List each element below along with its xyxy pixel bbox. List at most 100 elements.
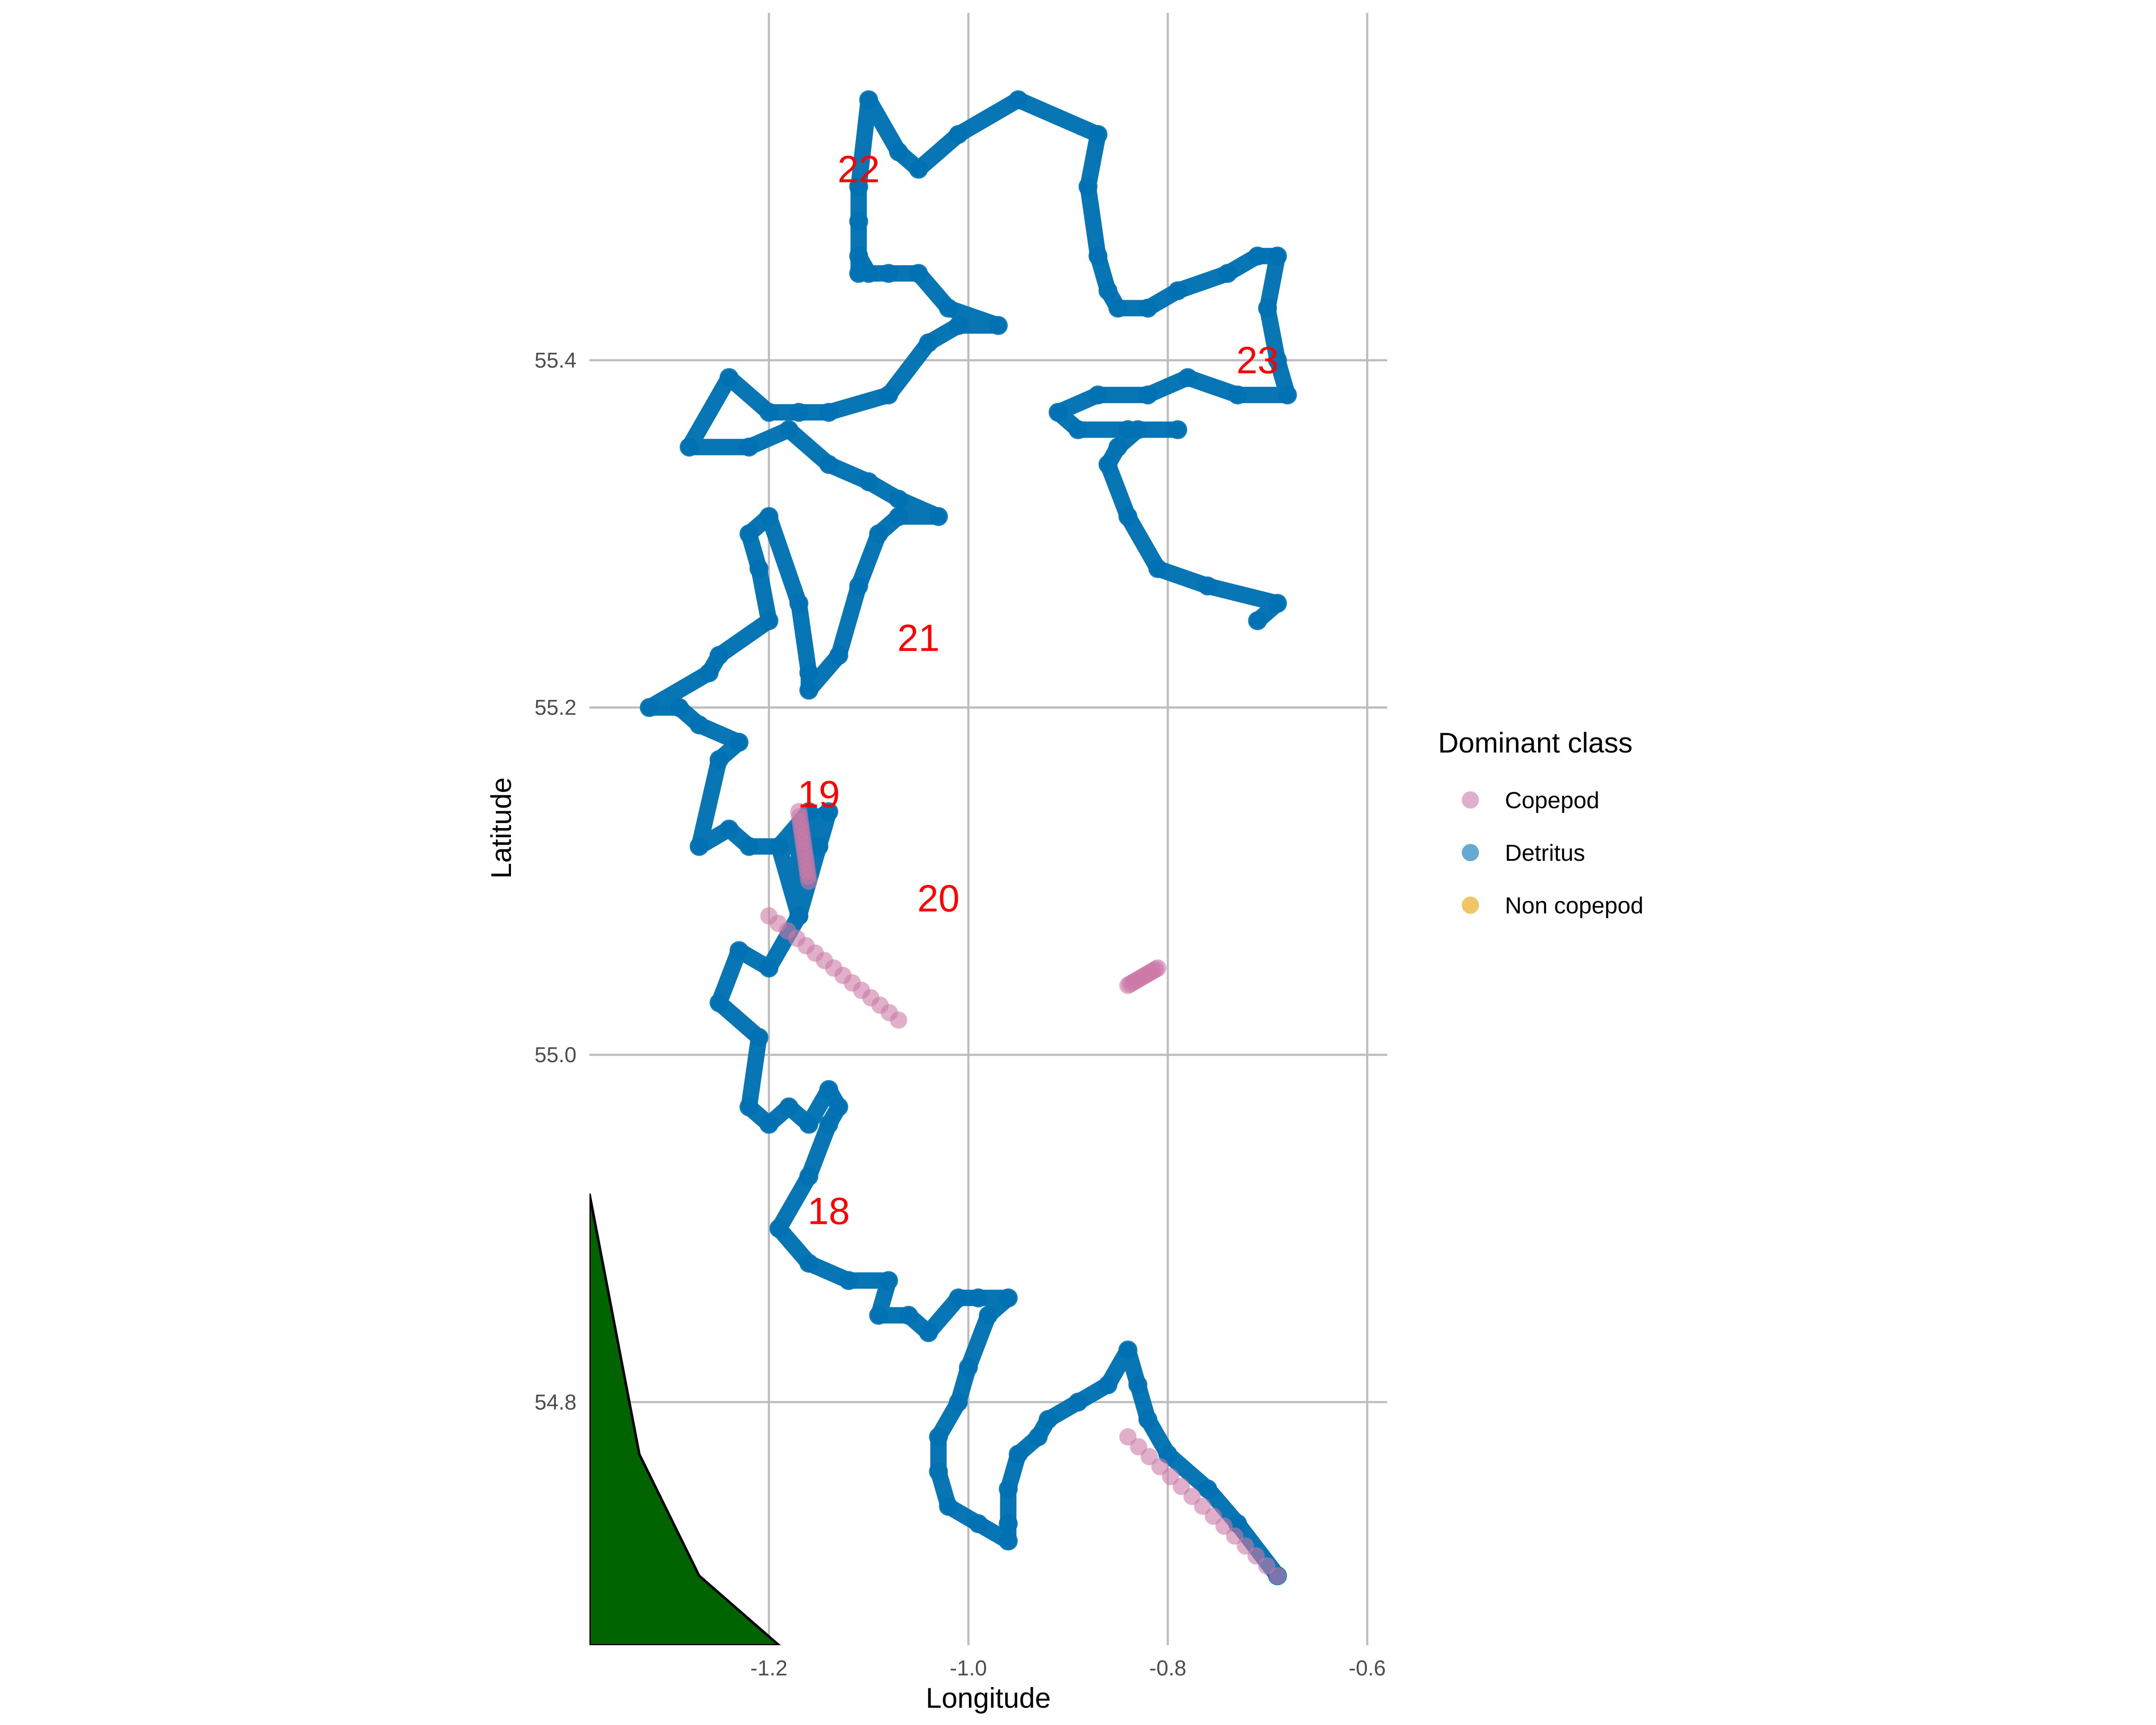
track-point-22	[999, 1288, 1018, 1308]
track-point-80	[719, 368, 739, 387]
track-point-93	[849, 263, 868, 283]
track-point-9	[1038, 1410, 1058, 1429]
track-point-7	[1098, 1375, 1118, 1395]
track-point-79	[680, 437, 699, 457]
track-point-68	[799, 681, 818, 700]
track-point-6	[1118, 1340, 1138, 1360]
track-point-32	[799, 1167, 818, 1186]
track-point-99	[949, 125, 968, 144]
track-point-116	[1138, 385, 1157, 405]
y-tick-label: 55.2	[535, 696, 577, 720]
track-point-118	[1048, 403, 1068, 422]
day-label-21: 21	[897, 617, 940, 659]
track-point-35	[819, 1080, 838, 1099]
track-point-14	[999, 1531, 1018, 1551]
track-point-112	[1268, 351, 1287, 370]
track-point-108	[1218, 263, 1237, 283]
track-point-18	[929, 1427, 948, 1446]
legend-entries: Copepod Detritus Non copepod	[1462, 787, 1643, 919]
track-point-29	[839, 1271, 859, 1290]
track-point-74	[889, 489, 908, 509]
track-point-56	[729, 733, 749, 752]
track-point-89	[909, 263, 928, 283]
track-point-21	[979, 1305, 998, 1325]
track-point-109	[1248, 246, 1267, 266]
legend-title: Dominant class	[1438, 727, 1633, 759]
track-point-97	[889, 142, 908, 162]
track-point-78	[740, 437, 758, 457]
cruise-track	[639, 90, 1297, 1585]
track-point-10	[1028, 1427, 1048, 1446]
copepod-point-3-14	[800, 872, 818, 890]
track-point-124	[1098, 455, 1118, 474]
track-point-24	[949, 1288, 968, 1308]
track-point-37	[779, 1097, 799, 1117]
track-point-72	[889, 507, 908, 526]
track-point-90	[879, 263, 898, 283]
track-point-88	[939, 298, 958, 318]
grid-lines	[589, 13, 1387, 1645]
track-point-5	[1128, 1375, 1147, 1395]
track-point-117	[1088, 385, 1108, 405]
track-point-25	[919, 1323, 938, 1342]
track-point-83	[819, 403, 838, 422]
y-axis-title: Latitude	[485, 778, 517, 879]
track-point-123	[1108, 437, 1128, 457]
legend-label: Non copepod	[1505, 893, 1643, 919]
track-point-40	[749, 1028, 769, 1047]
legend: Dominant class Copepod Detritus Non copepo…	[1438, 727, 1643, 919]
track-point-8	[1069, 1393, 1088, 1412]
y-tick-label: 54.8	[535, 1390, 577, 1414]
track-point-48	[789, 906, 808, 925]
x-axis-title: Longitude	[926, 1682, 1051, 1714]
legend-key-0	[1462, 791, 1479, 809]
track-point-87	[989, 316, 1008, 335]
track-point-28	[879, 1271, 898, 1290]
y-tick-label: 55.0	[535, 1043, 577, 1067]
day-label-23: 23	[1236, 339, 1279, 381]
track-point-129	[1248, 611, 1267, 630]
x-tick-label: -0.6	[1349, 1656, 1386, 1680]
track-point-43	[759, 958, 779, 978]
track-point-54	[689, 837, 709, 856]
track-point-69	[829, 646, 849, 665]
track-point-113	[1278, 385, 1297, 405]
track-point-64	[740, 524, 758, 543]
x-tick-label: -0.8	[1149, 1656, 1186, 1680]
track-point-30	[799, 1254, 818, 1273]
legend-key-1	[1462, 844, 1479, 861]
track-point-126	[1148, 559, 1168, 578]
day-labels: 18 19 20 21 22 23	[798, 147, 1279, 1232]
copepod-point-1-14	[890, 1011, 907, 1029]
copepod-point-0-14	[1269, 1567, 1286, 1584]
day-label-19: 19	[798, 773, 840, 815]
track-point-127	[1198, 576, 1217, 596]
track-point-52	[740, 837, 758, 856]
track-point-23	[968, 1288, 988, 1308]
track-point-121	[1168, 420, 1188, 439]
track-point-19	[949, 1393, 968, 1412]
track-point-107	[1168, 281, 1188, 301]
track-point-82	[789, 403, 808, 422]
track-point-66	[789, 594, 808, 613]
land-polygon	[589, 1193, 781, 1645]
track-point-38	[759, 1115, 779, 1134]
day-label-20: 20	[917, 877, 959, 920]
track-point-119	[1069, 420, 1088, 439]
track-point-45	[769, 837, 789, 856]
day-label-18: 18	[808, 1189, 850, 1232]
track-point-60	[699, 663, 719, 683]
track-point-50	[819, 802, 838, 822]
track-point-76	[819, 455, 838, 474]
track-point-53	[719, 819, 739, 839]
track-point-95	[849, 177, 868, 196]
track-point-41	[709, 993, 729, 1013]
track-point-65	[759, 507, 779, 526]
track-point-94	[849, 212, 868, 231]
track-point-17	[929, 1462, 948, 1481]
track-point-61	[709, 646, 729, 665]
track-point-92	[849, 246, 868, 266]
track-point-125	[1118, 507, 1138, 526]
track-point-81	[759, 403, 779, 422]
x-tick-label: -1.2	[750, 1656, 787, 1680]
